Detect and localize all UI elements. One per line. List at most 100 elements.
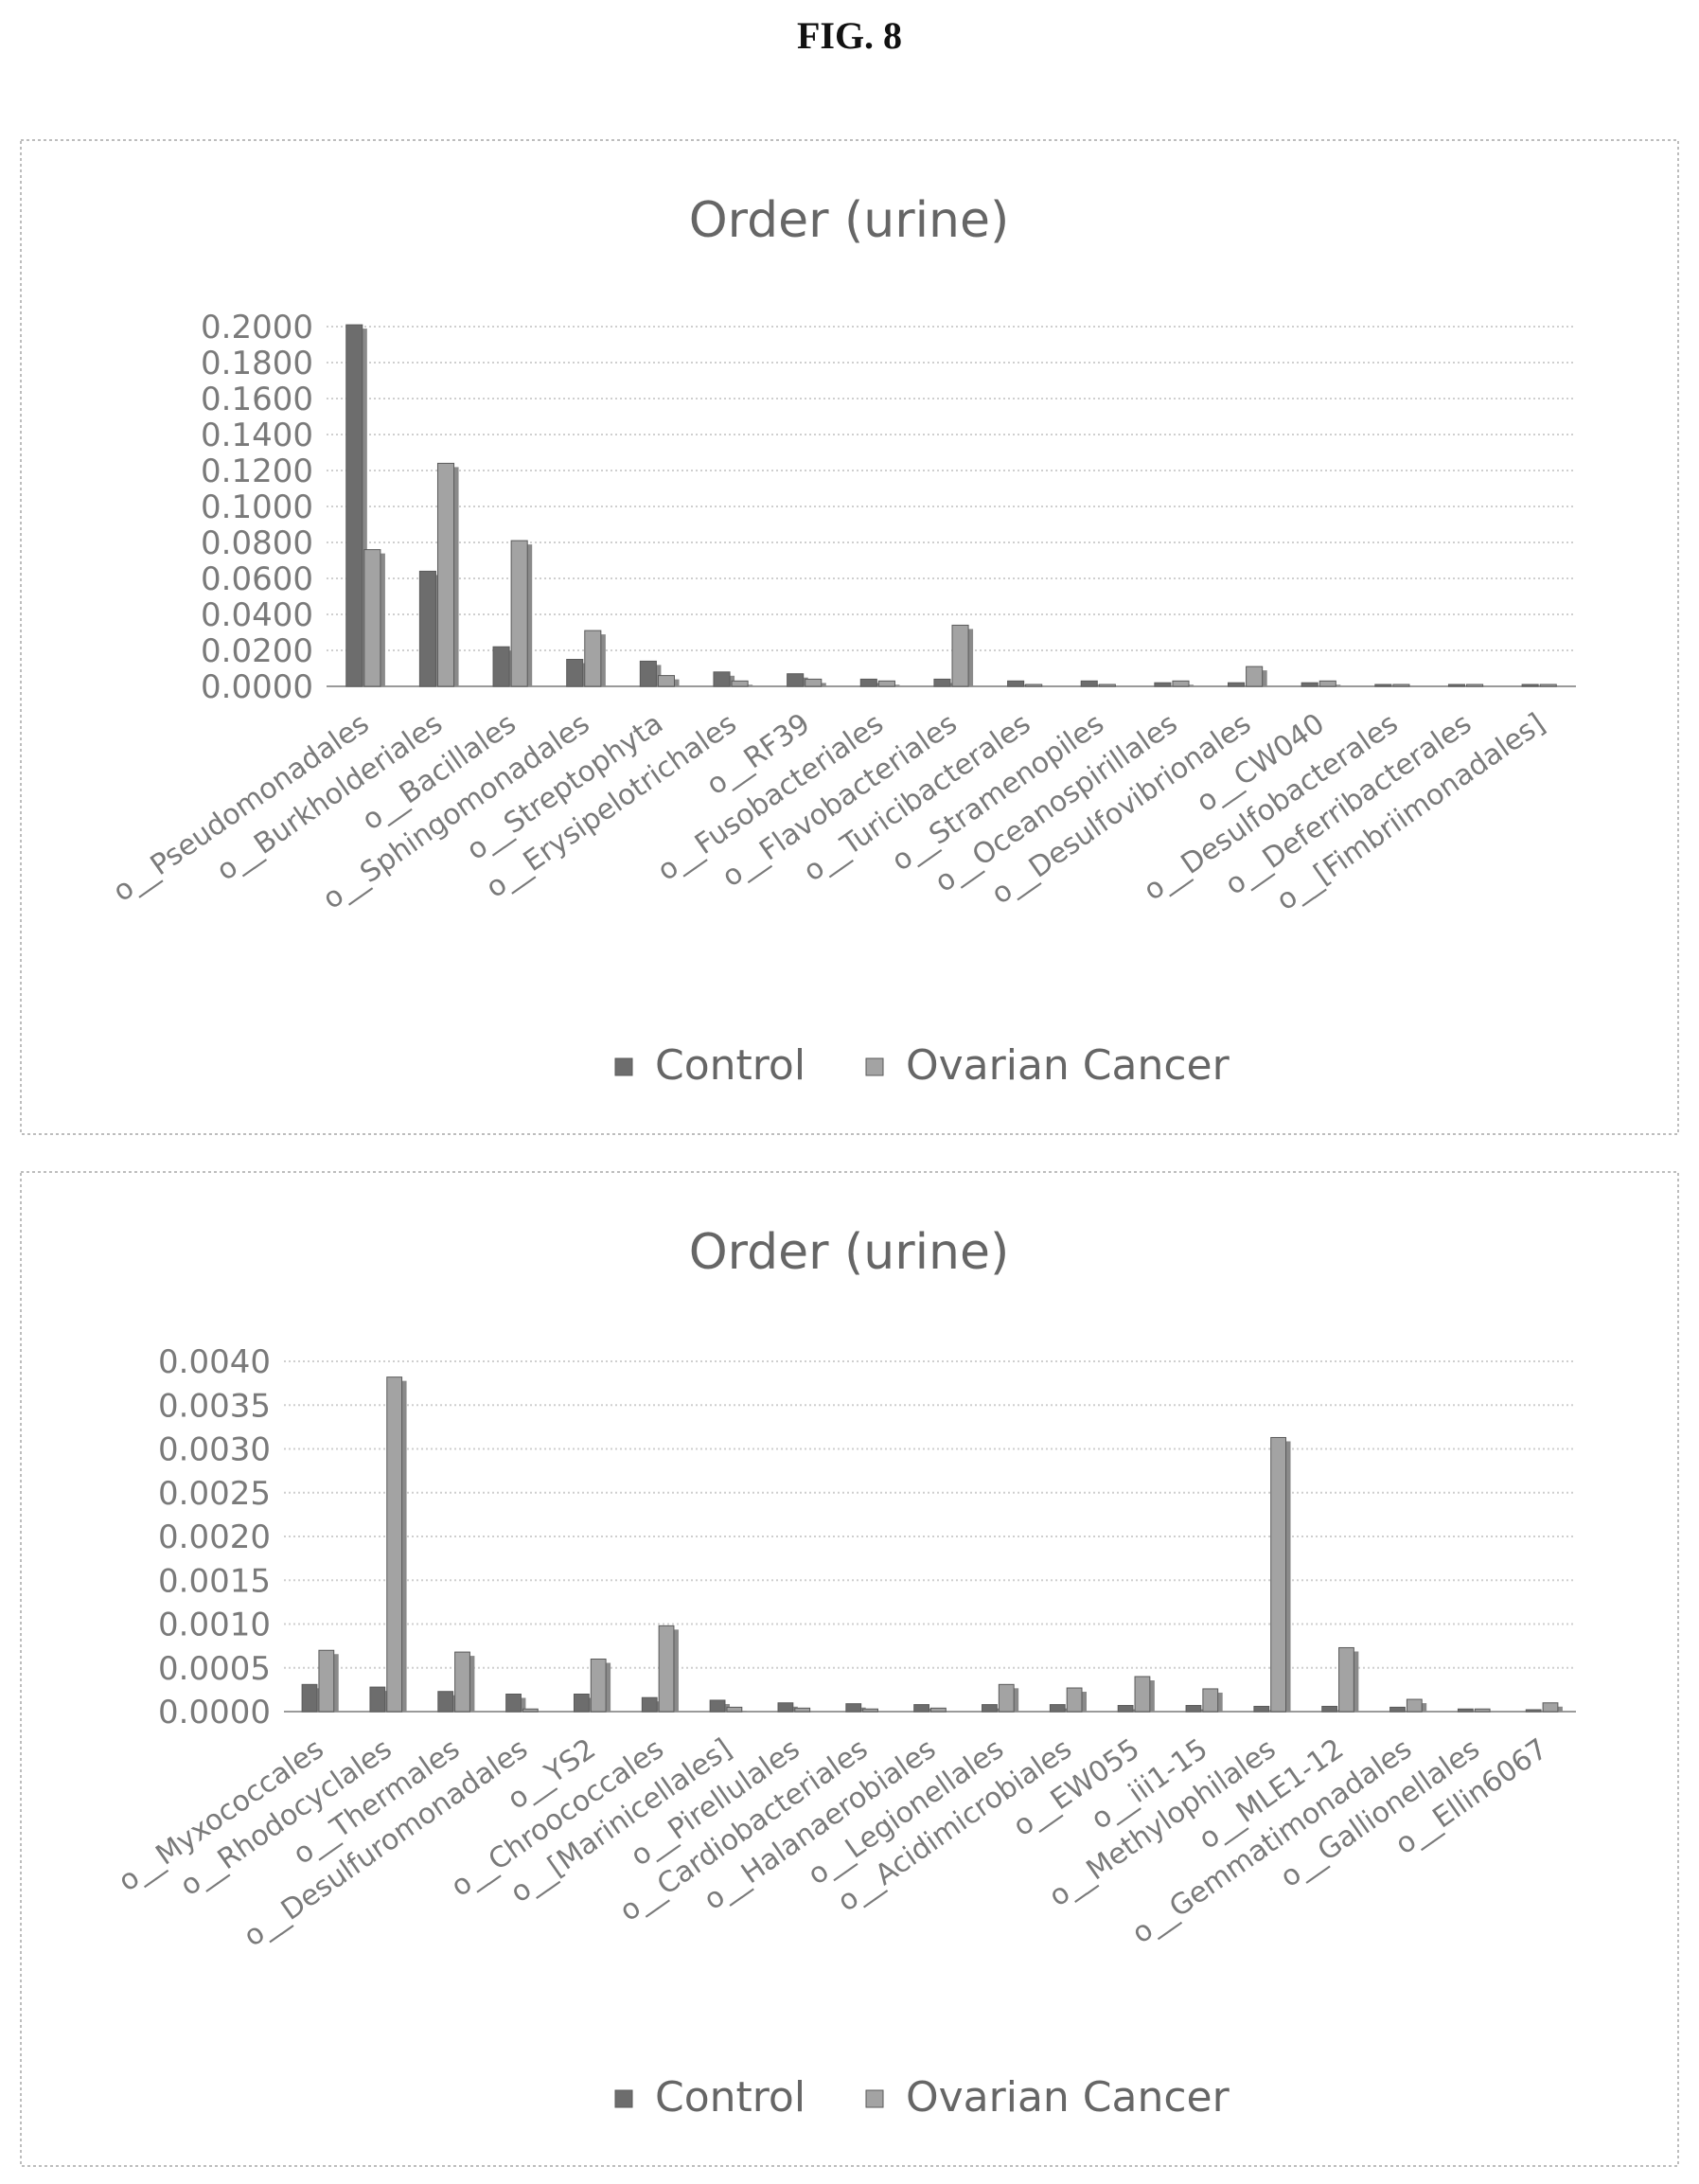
bar-control (1457, 1708, 1474, 1713)
bar-ovarian-cancer-side (748, 684, 753, 686)
y-tick-label: 0.0000 (158, 1694, 271, 1731)
chart-frame (20, 139, 1679, 1135)
y-tick-label: 0.0200 (201, 632, 313, 670)
bar-ovarian-cancer-side (1217, 1692, 1223, 1712)
bar-control (933, 678, 951, 687)
order-urine-chart-1: Order (urine) 0.00000.02000.04000.06000.0… (20, 139, 1679, 1135)
y-tick-label: 0.0035 (158, 1387, 271, 1425)
bar-ovarian-cancer-side (1422, 1703, 1427, 1712)
bar-control (573, 1694, 590, 1713)
bar-ovarian-cancer (1474, 1708, 1491, 1713)
bar-control (566, 659, 584, 687)
bar-ovarian-cancer-side (1262, 670, 1267, 686)
y-tick-label: 0.0600 (201, 560, 313, 598)
y-tick-label: 0.1800 (201, 345, 313, 382)
bar-ovarian-cancer (805, 678, 823, 687)
bar-ovarian-cancer-side (401, 1380, 407, 1712)
bar-ovarian-cancer (794, 1707, 811, 1713)
bar-ovarian-cancer-side (1189, 684, 1195, 686)
bar-control (777, 1702, 794, 1713)
y-tick-label: 0.0400 (201, 596, 313, 634)
bar-ovarian-cancer (318, 1649, 335, 1713)
y-tick-label: 0.0010 (158, 1607, 271, 1644)
bar-control (1447, 684, 1466, 687)
bar-ovarian-cancer-side (1081, 1692, 1087, 1712)
bar-ovarian-cancer (1338, 1646, 1354, 1713)
legend-ovarian-cancer-swatch (865, 1057, 884, 1076)
y-tick-label: 0.0040 (158, 1343, 271, 1381)
bar-control (1049, 1704, 1066, 1713)
bar-ovarian-cancer (436, 462, 455, 687)
bar-control (1521, 684, 1539, 687)
bar-ovarian-cancer (731, 680, 749, 687)
legend-control-label: Control (655, 2073, 805, 2122)
bar-ovarian-cancer (363, 549, 381, 687)
bar-control (1301, 682, 1318, 687)
bar-ovarian-cancer (930, 1707, 947, 1713)
bar-ovarian-cancer (1202, 1688, 1219, 1713)
y-tick-label: 0.0005 (158, 1650, 271, 1688)
bar-control (437, 1691, 454, 1713)
bar-ovarian-cancer (657, 675, 675, 687)
bar-ovarian-cancer (454, 1651, 470, 1713)
bar-control (1007, 680, 1025, 687)
y-tick-label: 0.1400 (201, 417, 313, 454)
bar-ovarian-cancer (1066, 1687, 1083, 1713)
bar-ovarian-cancer (1542, 1702, 1559, 1713)
bar-ovarian-cancer (1406, 1698, 1423, 1713)
bar-ovarian-cancer (590, 1659, 607, 1713)
bar-ovarian-cancer (1098, 684, 1116, 687)
bar-control (301, 1683, 318, 1713)
y-tick-label: 0.0800 (201, 524, 313, 562)
legend: Control Ovarian Cancer (614, 2073, 1230, 2122)
bar-ovarian-cancer-side (674, 679, 680, 686)
bar-control-side (521, 1697, 526, 1712)
bar-ovarian-cancer-side (1336, 684, 1341, 686)
y-tick-label: 0.2000 (201, 309, 313, 346)
bar-ovarian-cancer-side (741, 1711, 747, 1712)
bar-ovarian-cancer (510, 540, 528, 687)
bar-control (1389, 1706, 1406, 1713)
bar-control (1154, 682, 1172, 687)
legend: Control Ovarian Cancer (614, 1041, 1230, 1090)
bar-ovarian-cancer (1392, 684, 1410, 687)
bar-ovarian-cancer-side (1014, 1688, 1019, 1712)
bar-ovarian-cancer-side (453, 467, 459, 686)
bar-ovarian-cancer (951, 624, 969, 687)
bar-ovarian-cancer-side (673, 1629, 679, 1712)
y-tick-label: 0.1600 (201, 381, 313, 418)
y-tick-label: 0.0025 (158, 1475, 271, 1513)
legend-ovarian-cancer-label: Ovarian Cancer (906, 1041, 1230, 1090)
legend-ovarian-cancer-label: Ovarian Cancer (906, 2073, 1230, 2122)
bar-control (1228, 682, 1246, 687)
bar-ovarian-cancer-side (1285, 1441, 1291, 1712)
bar-control (713, 671, 731, 687)
bar-ovarian-cancer-side (606, 1662, 611, 1712)
bar-ovarian-cancer (877, 680, 895, 687)
bar-ovarian-cancer-side (821, 683, 826, 686)
figure-label: FIG. 8 (796, 14, 903, 57)
bar-ovarian-cancer (1172, 680, 1190, 687)
bar-ovarian-cancer (862, 1708, 878, 1713)
y-tick-label: 0.0000 (201, 668, 313, 706)
y-tick-label: 0.1000 (201, 488, 313, 526)
bar-ovarian-cancer-side (968, 629, 974, 686)
bar-ovarian-cancer (522, 1708, 539, 1713)
bar-control (1374, 684, 1392, 687)
bar-control-side (362, 328, 367, 686)
bar-control (345, 324, 363, 687)
bar-control (369, 1686, 386, 1713)
legend-ovarian-cancer-swatch (865, 2089, 884, 2108)
bar-control (709, 1699, 726, 1713)
bar-ovarian-cancer (1466, 684, 1484, 687)
bar-ovarian-cancer (1134, 1676, 1151, 1713)
bar-control (505, 1694, 522, 1713)
bar-ovarian-cancer-side (469, 1656, 475, 1712)
bar-control (1080, 680, 1098, 687)
bar-control (639, 660, 657, 687)
legend-control-swatch (614, 1057, 633, 1076)
bar-ovarian-cancer (998, 1683, 1015, 1713)
bar-ovarian-cancer (658, 1625, 675, 1713)
bar-ovarian-cancer (726, 1706, 743, 1713)
bar-ovarian-cancer (1246, 666, 1264, 687)
